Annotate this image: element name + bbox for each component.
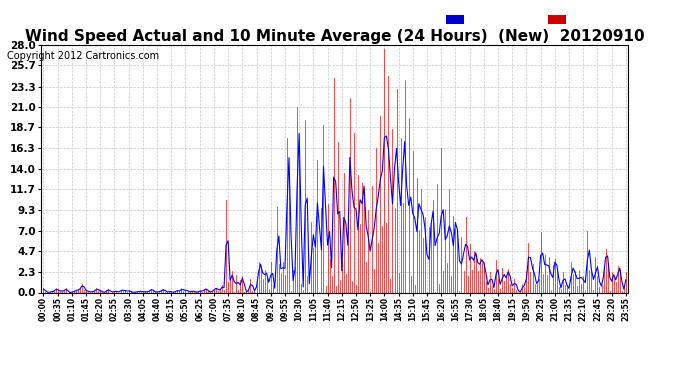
- Legend: 10 Min Avg (mph), Wind (mph): 10 Min Avg (mph), Wind (mph): [444, 13, 623, 26]
- Title: Wind Speed Actual and 10 Minute Average (24 Hours)  (New)  20120910: Wind Speed Actual and 10 Minute Average …: [25, 29, 644, 44]
- Text: Copyright 2012 Cartronics.com: Copyright 2012 Cartronics.com: [7, 51, 159, 61]
